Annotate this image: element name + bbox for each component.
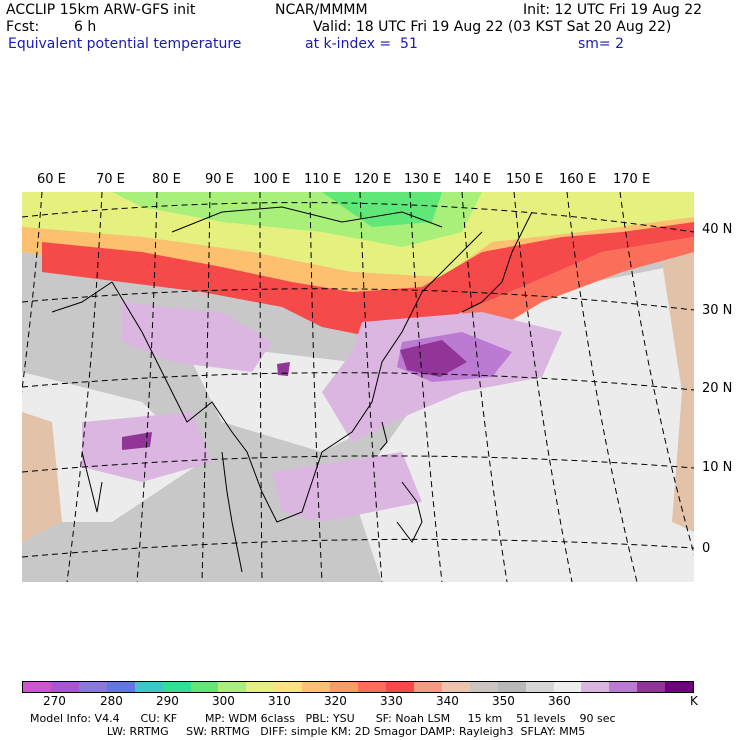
tan-region (662, 252, 694, 532)
colorbar-unit: K (690, 694, 698, 708)
colorbar-swatch (134, 682, 163, 692)
field-name: Equivalent potential temperature (8, 36, 242, 52)
lat-label: 10 N (702, 460, 733, 475)
colorbar-swatch (385, 682, 414, 692)
colorbar-swatch (162, 682, 191, 692)
level-label: at k-index = 51 (305, 36, 418, 52)
valid-time: Valid: 18 UTC Fri 19 Aug 22 (03 KST Sat … (313, 19, 672, 35)
colorbar (22, 681, 694, 693)
lon-label: 120 E (354, 172, 392, 187)
colorbar-label: 350 (492, 694, 515, 708)
lon-label: 170 E (613, 172, 651, 187)
map-panel (22, 192, 694, 582)
colorbar-label: 340 (436, 694, 459, 708)
model-title: ACCLIP 15km ARW-GFS init (6, 2, 196, 18)
theta-e-lilac-region (272, 452, 422, 522)
theta-e-red-band (42, 222, 694, 337)
lon-label: 70 E (96, 172, 125, 187)
theta-e-orange-band (22, 217, 694, 307)
colorbar-swatch (553, 682, 582, 692)
lon-label: 140 E (454, 172, 492, 187)
colorbar-swatch (330, 682, 359, 692)
lat-label: 0 (702, 541, 711, 556)
colorbar-label: 300 (212, 694, 235, 708)
colorbar-label: 360 (548, 694, 571, 708)
graticule-lines (22, 192, 694, 582)
lat-label: 20 N (702, 381, 733, 396)
colorbar-swatch (358, 682, 386, 692)
colorbar-swatch (581, 682, 610, 692)
center-label: NCAR/MMMM (275, 2, 368, 18)
fcst-label: Fcst: (6, 19, 40, 35)
colorbar-swatch (246, 682, 275, 692)
colorbar-label: 290 (156, 694, 179, 708)
colorbar-swatch (50, 682, 79, 692)
colorbar-swatch (106, 682, 135, 692)
colorbar-label: 320 (324, 694, 347, 708)
ocean-light-region (352, 262, 694, 582)
theta-e-purple-core (122, 432, 152, 450)
lat-label: 30 N (702, 303, 733, 318)
colorbar-swatch (190, 682, 219, 692)
theta-e-lilac-region (122, 302, 272, 372)
colorbar-label: 330 (380, 694, 403, 708)
coastlines (51, 206, 533, 573)
lat-label: 40 N (702, 222, 733, 237)
lon-label: 130 E (404, 172, 442, 187)
colorbar-swatch (78, 682, 107, 692)
lon-label: 100 E (253, 172, 291, 187)
colorbar-swatch (637, 682, 666, 692)
lon-label: 90 E (205, 172, 234, 187)
colorbar-label: 310 (268, 694, 291, 708)
colorbar-swatch (274, 682, 303, 692)
colorbar-swatch (609, 682, 638, 692)
lon-label: 150 E (506, 172, 544, 187)
colorbar-swatch (469, 682, 498, 692)
theta-e-green-band (322, 192, 442, 227)
colorbar-swatch (525, 682, 554, 692)
colorbar-label: 270 (43, 694, 66, 708)
colorbar-swatch (665, 682, 694, 692)
model-info-line2: LW: RRTMG SW: RRTMG DIFF: simple KM: 2D … (30, 725, 586, 738)
fcst-value: 6 h (74, 19, 97, 35)
colorbar-swatch (497, 682, 526, 692)
theta-e-purple-core (400, 340, 467, 377)
colorbar-label: 280 (100, 694, 123, 708)
colorbar-swatch (302, 682, 331, 692)
lon-label: 60 E (37, 172, 66, 187)
lon-label: 80 E (152, 172, 181, 187)
colorbar-swatch (441, 682, 470, 692)
theta-e-coral-band (462, 237, 694, 342)
lon-label: 160 E (559, 172, 597, 187)
theta-e-purple-core (277, 362, 290, 376)
tan-region (22, 412, 62, 542)
lon-label: 110 E (304, 172, 342, 187)
model-info-line1: Model Info: V4.4 CU: KF MP: WDM 6class P… (30, 712, 616, 725)
smoothing-label: sm= 2 (578, 36, 625, 52)
colorbar-swatch (413, 682, 442, 692)
colorbar-swatch (23, 682, 51, 692)
colorbar-swatch (218, 682, 247, 692)
init-time: Init: 12 UTC Fri 19 Aug 22 (523, 2, 703, 18)
